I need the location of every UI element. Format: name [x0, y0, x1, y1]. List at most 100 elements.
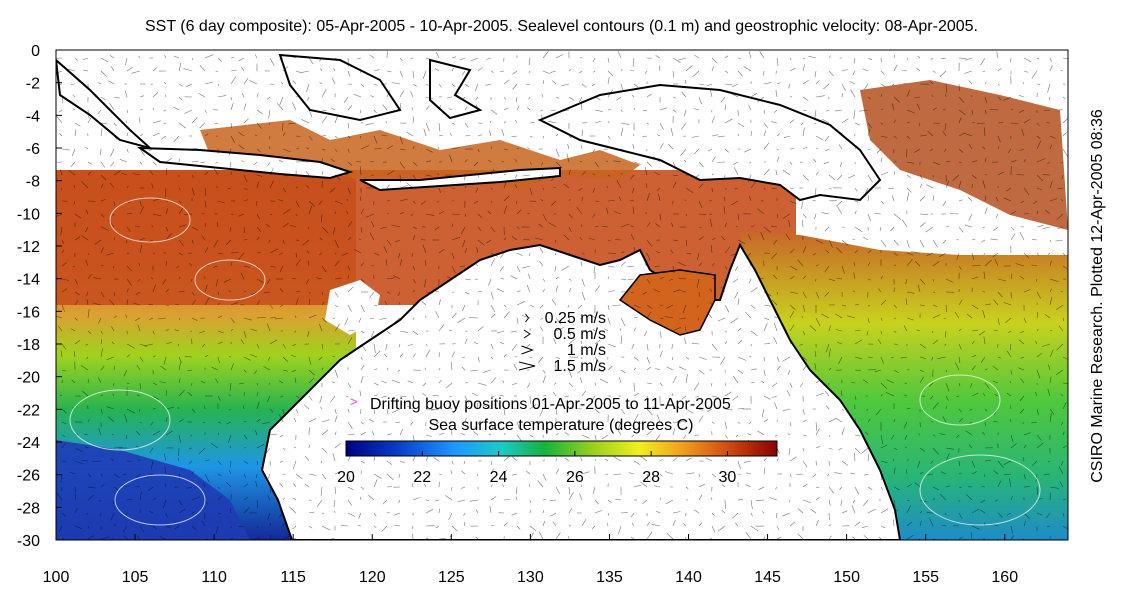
velocity-vector	[680, 122, 687, 130]
lon-tick-label: 125	[438, 569, 465, 586]
velocity-vector	[359, 196, 362, 202]
velocity-vector	[854, 249, 859, 254]
velocity-vector	[994, 393, 999, 397]
velocity-vector	[438, 135, 443, 137]
velocity-vector	[693, 108, 700, 111]
velocity-vector	[308, 473, 317, 476]
velocity-vector	[510, 275, 518, 280]
velocity-vector	[581, 170, 587, 176]
velocity-vector	[80, 365, 89, 371]
velocity-vector	[278, 159, 284, 163]
velocity-vector	[447, 276, 453, 280]
velocity-vector	[228, 408, 232, 411]
velocity-vector	[165, 390, 167, 397]
velocity-vector	[775, 70, 778, 74]
velocity-vector	[802, 460, 808, 468]
velocity-vector	[772, 395, 778, 398]
velocity-vector	[125, 434, 128, 440]
velocity-vector	[1003, 96, 1012, 101]
velocity-vector	[930, 421, 934, 423]
velocity-vector	[761, 408, 765, 418]
velocity-vector	[438, 83, 442, 88]
velocity-vector	[291, 56, 297, 59]
velocity-vector	[191, 525, 197, 531]
velocity-vector	[410, 91, 414, 98]
velocity-vector	[412, 533, 414, 540]
velocity-vector	[1023, 252, 1030, 259]
velocity-vector	[174, 525, 180, 530]
velocity-vector	[724, 187, 727, 190]
velocity-vector	[308, 395, 313, 401]
velocity-vector	[164, 55, 167, 59]
velocity-vector	[412, 317, 415, 321]
velocity-vector	[516, 147, 519, 150]
velocity-vector	[529, 509, 532, 514]
velocity-vector	[666, 304, 674, 309]
velocity-vector	[697, 317, 700, 321]
velocity-vector	[373, 512, 377, 517]
velocity-vector	[841, 304, 847, 307]
velocity-vector	[659, 213, 661, 221]
velocity-vector	[646, 408, 653, 416]
velocity-vector	[607, 135, 611, 139]
velocity-vector	[125, 120, 128, 124]
velocity-vector	[854, 187, 858, 192]
velocity-vector	[737, 460, 741, 470]
velocity-vector	[74, 340, 81, 345]
velocity-vector	[1018, 339, 1025, 345]
velocity-vector	[294, 377, 297, 384]
velocity-vector	[696, 278, 700, 288]
velocity-vector	[399, 330, 409, 333]
velocity-vector	[308, 314, 317, 319]
velocity-vector	[213, 168, 219, 176]
velocity-vector	[282, 148, 291, 153]
velocity-vector	[490, 356, 493, 359]
velocity-vector	[87, 525, 90, 529]
velocity-vector	[360, 304, 365, 313]
lon-tick-label: 100	[43, 569, 70, 586]
velocity-vector	[698, 483, 706, 488]
velocity-vector	[334, 277, 342, 280]
velocity-vector	[425, 213, 435, 216]
velocity-vector	[268, 356, 271, 361]
velocity-vector	[108, 219, 115, 228]
velocity-vector	[230, 56, 235, 59]
velocity-vector	[230, 317, 235, 324]
velocity-vector	[542, 80, 544, 85]
velocity-vector	[438, 367, 441, 371]
velocity-vector	[919, 520, 922, 527]
velocity-vector	[113, 365, 115, 371]
velocity-vector	[152, 355, 156, 358]
velocity-vector	[152, 430, 161, 436]
velocity-vector	[178, 419, 184, 423]
velocity-vector	[100, 57, 109, 63]
velocity-vector	[449, 395, 453, 398]
velocity-vector	[737, 369, 744, 374]
velocity-vector	[906, 161, 915, 164]
velocity-vector	[165, 94, 167, 98]
velocity-vector	[1036, 122, 1040, 127]
velocity-vector	[451, 237, 460, 241]
velocity-vector	[724, 278, 727, 284]
velocity-vector	[774, 109, 778, 113]
velocity-vector	[74, 291, 80, 296]
velocity-vector	[500, 277, 505, 280]
velocity-vector	[579, 237, 583, 241]
velocity-vector	[529, 161, 532, 165]
velocity-vector	[906, 317, 914, 321]
velocity-vector	[630, 536, 635, 540]
velocity-vector	[685, 457, 692, 462]
velocity-vector	[139, 237, 146, 241]
velocity-vector	[579, 161, 583, 163]
velocity-vector	[431, 408, 440, 411]
velocity-vector	[1062, 401, 1067, 410]
velocity-vector	[802, 109, 807, 111]
velocity-vector	[360, 83, 365, 88]
velocity-vector	[407, 380, 414, 384]
velocity-vector	[290, 354, 297, 358]
velocity-vector	[554, 265, 557, 272]
velocity-vector	[692, 70, 700, 78]
velocity-vector	[230, 252, 239, 254]
velocity-vector	[74, 525, 82, 529]
velocity-vector	[880, 135, 888, 138]
